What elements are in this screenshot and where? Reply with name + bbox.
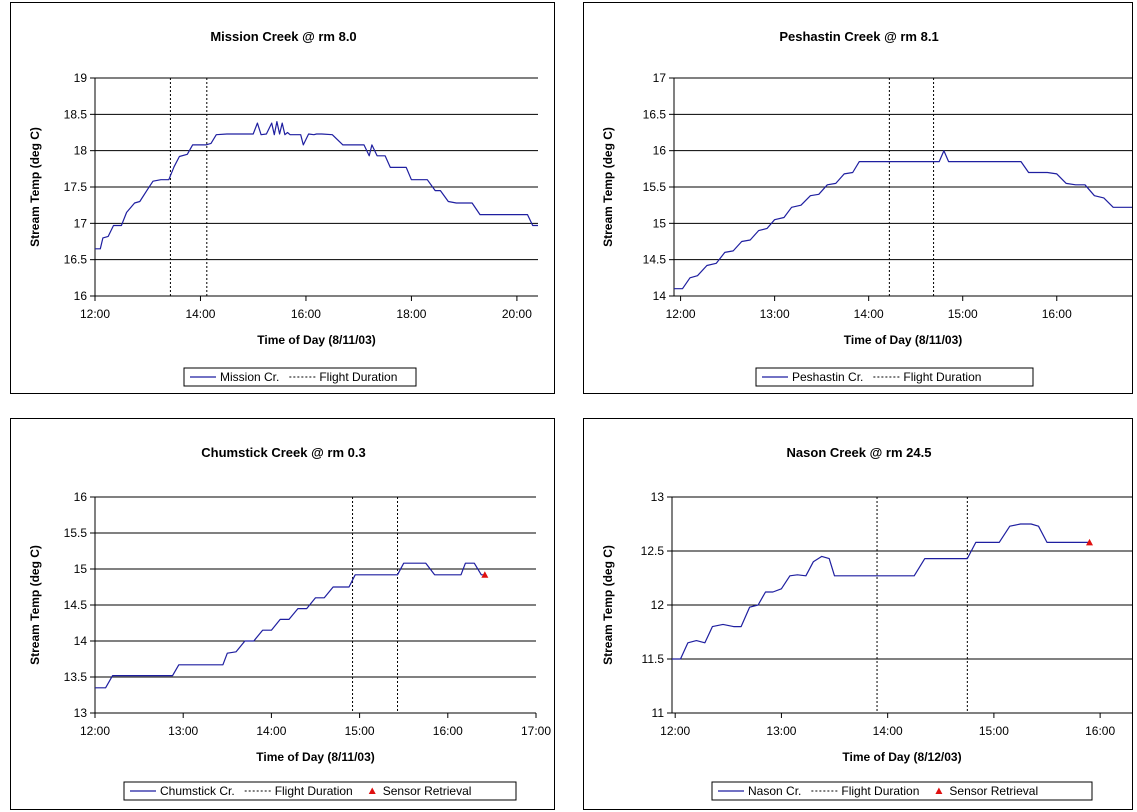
y-tick-label: 16	[74, 490, 88, 504]
y-tick-label: 11.5	[642, 652, 665, 666]
series-line	[672, 523, 1090, 660]
x-axis-label: Time of Day (8/11/03)	[257, 333, 376, 347]
y-tick-label: 13	[651, 490, 665, 504]
x-tick-label: 20:00	[502, 307, 532, 321]
chart-title: Nason Creek @ rm 24.5	[787, 445, 932, 460]
x-tick-label: 16:00	[291, 307, 321, 321]
legend-label: Mission Cr.	[220, 370, 279, 384]
legend-label: Flight Duration	[319, 370, 397, 384]
x-tick-label: 16:00	[1042, 307, 1072, 321]
x-tick-label: 16:00	[433, 724, 463, 738]
y-tick-label: 16	[74, 289, 88, 303]
y-axis-label: Stream Temp (deg C)	[601, 545, 615, 665]
y-axis-label: Stream Temp (deg C)	[28, 127, 42, 247]
legend-swatch-marker	[368, 787, 376, 794]
x-tick-label: 12:00	[80, 724, 110, 738]
y-tick-label: 12	[651, 598, 665, 612]
y-tick-label: 18.5	[64, 107, 88, 121]
x-tick-label: 15:00	[948, 307, 978, 321]
y-tick-label: 12.5	[641, 544, 665, 558]
legend-label: Flight Duration	[841, 784, 919, 798]
x-tick-label: 18:00	[396, 307, 426, 321]
chart-svg: Nason Creek @ rm 24.5 11 11.5 12 12.5 13 12:00…	[601, 445, 1132, 801]
series-line	[674, 150, 1132, 290]
y-tick-label: 15	[74, 562, 88, 576]
x-tick-label: 17:00	[521, 724, 551, 738]
legend-label: Peshastin Cr.	[792, 370, 863, 384]
chart-panel-peshastin: Peshastin Creek @ rm 8.1 14 14.5 15 15.5 16 16…	[583, 2, 1133, 394]
legend-label: Sensor Retrieval	[949, 784, 1038, 798]
y-tick-label: 16.5	[64, 253, 88, 267]
series-line	[95, 562, 485, 689]
x-axis-label: Time of Day (8/11/03)	[256, 750, 375, 764]
x-tick-label: 15:00	[979, 724, 1009, 738]
legend-label: Sensor Retrieval	[383, 784, 472, 798]
chart-svg: Peshastin Creek @ rm 8.1 14 14.5 15 15.5 16 16…	[601, 29, 1132, 387]
x-axis-label: Time of Day (8/12/03)	[842, 750, 961, 764]
y-tick-label: 14	[653, 289, 667, 303]
x-tick-label: 14:00	[854, 307, 884, 321]
y-tick-label: 19	[74, 71, 88, 85]
chart-title: Peshastin Creek @ rm 8.1	[779, 29, 938, 44]
y-tick-label: 15.5	[64, 526, 88, 540]
x-tick-label: 14:00	[185, 307, 215, 321]
x-tick-label: 12:00	[660, 724, 690, 738]
chart-title: Chumstick Creek @ rm 0.3	[201, 445, 365, 460]
y-tick-label: 11	[652, 706, 665, 720]
y-tick-label: 13	[74, 706, 88, 720]
y-tick-label: 14.5	[64, 598, 88, 612]
legend-box	[123, 781, 517, 801]
y-axis-label: Stream Temp (deg C)	[601, 127, 615, 247]
y-tick-label: 14.5	[643, 253, 667, 267]
y-tick-label: 17	[74, 216, 88, 230]
legend-box	[711, 781, 1093, 801]
x-axis-label: Time of Day (8/11/03)	[844, 333, 963, 347]
legend-label: Chumstick Cr.	[160, 784, 235, 798]
legend-label: Flight Duration	[903, 370, 981, 384]
sensor-retrieval-marker	[481, 571, 489, 578]
legend-label: Flight Duration	[275, 784, 353, 798]
chart-svg: Chumstick Creek @ rm 0.3 13 13.5 14 14.5 15 15…	[28, 445, 551, 801]
series-line	[95, 120, 538, 250]
sensor-retrieval-marker	[1086, 538, 1094, 546]
x-tick-label: 13:00	[760, 307, 790, 321]
y-tick-label: 14	[74, 634, 88, 648]
y-tick-label: 16.5	[643, 107, 667, 121]
chart-panel-mission: Mission Creek @ rm 8.0 16 16.5 17 17.5 18 18.5…	[10, 2, 555, 394]
y-tick-label: 13.5	[64, 670, 88, 684]
y-tick-label: 17.5	[64, 180, 88, 194]
x-tick-label: 14:00	[873, 724, 903, 738]
legend-label: Nason Cr.	[748, 784, 801, 798]
legend-swatch-marker	[935, 787, 943, 794]
x-tick-label: 16:00	[1085, 724, 1115, 738]
y-axis-label: Stream Temp (deg C)	[28, 545, 42, 665]
chart-title: Mission Creek @ rm 8.0	[210, 29, 356, 44]
x-tick-label: 12:00	[666, 307, 696, 321]
chart-panel-chumstick: Chumstick Creek @ rm 0.3 13 13.5 14 14.5 15 15…	[10, 418, 555, 810]
x-tick-label: 13:00	[766, 724, 796, 738]
chart-panel-nason: Nason Creek @ rm 24.5 11 11.5 12 12.5 13 12:00…	[583, 418, 1133, 810]
x-tick-label: 14:00	[256, 724, 286, 738]
x-tick-label: 12:00	[80, 307, 110, 321]
y-tick-label: 15.5	[643, 180, 667, 194]
y-tick-label: 18	[74, 144, 88, 158]
y-tick-label: 17	[653, 71, 667, 85]
y-tick-label: 15	[653, 216, 667, 230]
legend-box	[183, 367, 417, 387]
x-tick-label: 13:00	[168, 724, 198, 738]
x-tick-label: 15:00	[345, 724, 375, 738]
y-tick-label: 16	[653, 144, 667, 158]
chart-svg: Mission Creek @ rm 8.0 16 16.5 17 17.5 18 18.5…	[28, 29, 538, 387]
